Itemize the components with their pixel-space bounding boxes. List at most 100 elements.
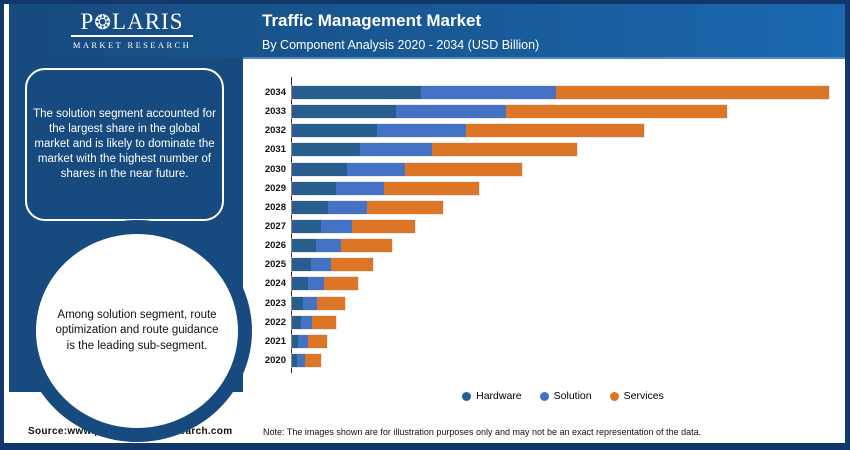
year-label: 2027 [264,221,286,233]
chart-row: 2023 [248,294,841,313]
logo-tagline: MARKET RESEARCH [72,40,192,50]
bar-stack [292,124,645,138]
bar-stack [292,143,577,157]
year-label: 2025 [264,259,286,271]
bar-segment-solution [302,296,318,310]
bar-stack [292,105,727,119]
bar-segment-hardware [292,200,328,214]
bar-stack [292,258,374,272]
bar-stack [292,334,328,348]
legend-dot-icon [609,391,619,401]
bar-segment-services [465,124,645,138]
callout-circle-text: Among solution segment, route optimizati… [55,308,219,352]
year-label: 2024 [264,278,286,290]
year-label: 2026 [264,240,286,252]
bar-segment-services [305,354,321,368]
bar-segment-services [340,239,393,253]
year-label: 2028 [264,201,286,213]
bar-segment-solution [327,200,367,214]
polaris-logo: P❂LARIS MARKET RESEARCH [69,10,195,50]
header: P❂LARIS MARKET RESEARCH Traffic Manageme… [9,4,845,57]
bar-segment-services [383,181,479,195]
chart-row: 2027 [248,217,841,236]
bar-segment-services [555,86,829,100]
chart-row: 2032 [248,121,841,140]
bar-stack [292,315,337,329]
bar-segment-solution [376,124,466,138]
bar-segment-solution [315,239,341,253]
chart-row: 2024 [248,274,841,293]
logo-brand-right: LARIS [112,9,184,34]
bar-segment-solution [395,105,507,119]
callout-top-text: The solution segment accounted for the l… [33,107,216,181]
chart-row: 2025 [248,255,841,274]
bar-segment-services [366,200,444,214]
legend-dot-icon [462,391,472,401]
bar-segment-services [331,258,374,272]
page-title: Traffic Management Market [262,11,482,30]
bar-stack [292,162,523,176]
legend-label: Solution [553,390,592,402]
chart-row: 2034 [248,83,841,102]
bar-segment-services [506,105,727,119]
page-subtitle: By Component Analysis 2020 - 2034 (USD B… [262,38,540,52]
legend-label: Services [623,390,664,402]
logo-brand-left: P [80,9,95,34]
bar-segment-solution [336,181,384,195]
bar-segment-solution [298,334,308,348]
legend-dot-icon [539,391,549,401]
year-label: 2021 [264,335,286,347]
bar-segment-hardware [292,143,360,157]
year-label: 2034 [264,87,286,99]
bar-segment-services [312,315,337,329]
bar-stack [292,220,415,234]
bar-segment-hardware [292,315,302,329]
bar-segment-hardware [292,105,396,119]
bar-segment-hardware [292,258,311,272]
bar-segment-solution [297,354,306,368]
chart-rows: 2034 2033 2032 2031 2030 2029 2028 2027 2026 2025… [248,83,841,370]
chart-row: 2033 [248,102,841,121]
bar-segment-hardware [292,239,316,253]
bar-stack [292,239,393,253]
logo-divider [71,35,193,37]
year-label: 2030 [264,163,286,175]
chart-row: 2022 [248,313,841,332]
bar-segment-solution [301,315,313,329]
bar-stack [292,296,345,310]
chart-legend: Hardware Solution Services [291,390,835,402]
bar-segment-hardware [292,354,298,368]
bar-segment-services [307,334,328,348]
legend-item: Services [609,390,664,402]
chart-row: 2030 [248,160,841,179]
bar-segment-hardware [292,334,299,348]
logo-star-icon: ❂ [94,12,113,34]
note-text: Note: The images shown are for illustrat… [263,427,702,437]
bar-stack [292,277,359,291]
chart-row: 2021 [248,332,841,351]
bar-segment-services [317,296,345,310]
chart-row: 2031 [248,140,841,159]
year-label: 2023 [264,297,286,309]
bar-segment-solution [347,162,405,176]
bar-segment-services [404,162,523,176]
y-axis-line [291,77,292,373]
bar-segment-solution [320,220,353,234]
bar-segment-services [352,220,415,234]
bar-stack [292,181,479,195]
bar-segment-solution [359,143,433,157]
bar-segment-hardware [292,162,348,176]
bar-stack [292,354,321,368]
bar-segment-hardware [292,220,321,234]
bar-stack [292,200,444,214]
year-label: 2032 [264,125,286,137]
bar-segment-hardware [292,124,377,138]
year-label: 2022 [264,316,286,328]
chart-row: 2020 [248,351,841,370]
chart-row: 2026 [248,236,841,255]
logo-brand: P❂LARIS [69,10,195,33]
chart-row: 2029 [248,179,841,198]
bar-segment-solution [420,86,556,100]
year-label: 2031 [264,144,286,156]
